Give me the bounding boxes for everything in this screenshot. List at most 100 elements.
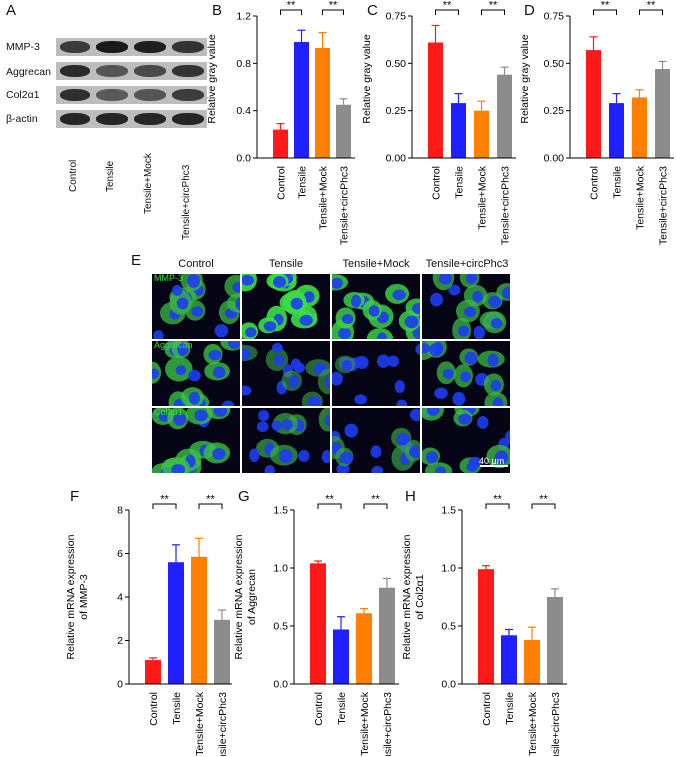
y-tick-label-b: 0.0 xyxy=(236,153,251,165)
y-tick-label-h: 1.0 xyxy=(441,563,456,575)
if-image xyxy=(152,274,240,339)
scale-bar-label: 40 μm xyxy=(479,456,505,466)
if-image-content xyxy=(242,342,330,406)
if-image xyxy=(332,341,420,406)
blue-nucleus xyxy=(338,327,351,339)
blue-nucleus xyxy=(228,341,240,349)
blue-nucleus xyxy=(442,368,454,379)
y-axis-label-c: Relative gray value xyxy=(361,34,373,123)
blue-nucleus xyxy=(387,355,399,368)
if-image-content xyxy=(429,274,510,339)
if-col-tensile: Tensile xyxy=(268,258,304,270)
blue-nucleus xyxy=(307,396,322,406)
wb-label-actin: β-actin xyxy=(6,113,38,125)
if-row-label-col2a1: Col2α1 xyxy=(154,407,183,417)
blue-nucleus xyxy=(324,414,330,427)
bar-f xyxy=(168,562,184,684)
panel-letter-g: G xyxy=(238,488,250,505)
blue-nucleus xyxy=(153,330,164,339)
panel-letter-d: D xyxy=(524,2,535,19)
y-tick-label-f: 8 xyxy=(117,505,123,517)
bar-c xyxy=(428,42,443,158)
blue-nucleus xyxy=(214,324,229,338)
blue-nucleus xyxy=(350,294,362,308)
blue-nucleus xyxy=(273,355,285,366)
y-tick-label-c: 0.50 xyxy=(386,58,407,70)
blue-nucleus xyxy=(332,277,343,289)
significance-bracket-g xyxy=(317,503,342,509)
significance-mark-g: ** xyxy=(371,494,380,506)
blue-nucleus xyxy=(409,408,420,422)
if-image xyxy=(332,408,420,473)
blue-nucleus xyxy=(294,362,305,374)
blue-nucleus xyxy=(171,284,183,296)
significance-mark-b: ** xyxy=(329,0,338,12)
green-cytoplasm xyxy=(317,368,330,395)
panel-letter-a: A xyxy=(6,2,17,19)
x-tick-label-f: Control xyxy=(148,692,160,726)
blue-nucleus xyxy=(191,306,204,317)
blue-nucleus xyxy=(477,416,489,429)
y-tick-label-b: 1.2 xyxy=(236,11,251,23)
blue-nucleus xyxy=(242,385,252,396)
panel-letter-e: E xyxy=(131,252,142,269)
x-tick-label-f: Tensile+circPhc3 xyxy=(217,692,229,756)
wb-label-col2a1: Col2α1 xyxy=(6,89,40,101)
blue-nucleus xyxy=(412,302,420,314)
significance-mark-f: ** xyxy=(160,494,169,506)
y-tick-label-c: 0.75 xyxy=(386,11,407,23)
y-tick-label-b: 0.4 xyxy=(236,105,251,117)
y-tick-label-d: 0.00 xyxy=(544,153,565,165)
if-image-content xyxy=(153,274,240,339)
y-tick-label-f: 4 xyxy=(117,592,123,604)
bar-chart-c: 0.00 0.25 0.50 0.75 Relative gray value Contr… xyxy=(361,0,516,245)
blue-nucleus xyxy=(396,399,408,406)
blue-nucleus xyxy=(281,419,293,431)
significance-mark-f: ** xyxy=(206,494,215,506)
blue-nucleus xyxy=(263,321,277,332)
blue-nucleus xyxy=(221,400,235,406)
bar-f xyxy=(145,660,161,684)
if-image-content xyxy=(332,408,420,473)
x-tick-label-d: Tensile+Mock xyxy=(635,165,647,230)
bar-b xyxy=(273,129,288,158)
bar-g xyxy=(310,563,326,684)
x-tick-label-b: Control xyxy=(276,166,288,200)
y-axis-label-g: of Aggrecan xyxy=(246,569,258,625)
wb-label-mmp3: MMP-3 xyxy=(6,41,40,53)
blue-nucleus xyxy=(463,306,476,318)
blue-nucleus xyxy=(422,343,430,354)
wb-label-aggrecan: Aggrecan xyxy=(6,66,51,78)
blue-nucleus xyxy=(176,297,189,310)
y-tick-label-h: 0.5 xyxy=(441,621,456,633)
blue-nucleus xyxy=(194,409,208,422)
bar-g xyxy=(356,613,372,684)
significance-mark-c: ** xyxy=(489,0,498,12)
significance-bracket-d xyxy=(639,9,663,15)
blue-nucleus xyxy=(371,465,384,473)
panel-letter-h: H xyxy=(405,488,416,505)
blue-nucleus xyxy=(175,365,187,376)
blue-nucleus xyxy=(249,448,260,462)
if-image xyxy=(152,341,240,406)
blue-nucleus xyxy=(458,413,472,425)
if-image-content xyxy=(242,274,320,339)
x-tick-label-d: Control xyxy=(589,166,601,200)
significance-mark-b: ** xyxy=(287,0,296,12)
y-axis-label-f: Relative mRNA expression xyxy=(65,534,77,659)
bar-chart-d: 0.00 0.25 0.50 0.75 Relative gray value Contr… xyxy=(519,0,674,245)
y-tick-label-f: 2 xyxy=(117,635,123,647)
significance-bracket-h xyxy=(485,503,510,509)
bar-chart-g: 0.0 0.5 1.0 1.5 Relative mRNA expression of A… xyxy=(233,494,399,756)
panel-letter-c: C xyxy=(367,2,378,19)
significance-mark-g: ** xyxy=(325,494,334,506)
blue-nucleus xyxy=(187,274,200,288)
panel-letter-b: B xyxy=(212,2,223,19)
blue-nucleus xyxy=(429,292,443,307)
if-image xyxy=(422,274,510,339)
y-tick-label-f: 6 xyxy=(117,548,123,560)
blue-nucleus xyxy=(272,276,287,288)
blue-nucleus xyxy=(464,351,478,365)
blue-nucleus xyxy=(290,297,303,310)
blue-nucleus xyxy=(376,332,388,339)
